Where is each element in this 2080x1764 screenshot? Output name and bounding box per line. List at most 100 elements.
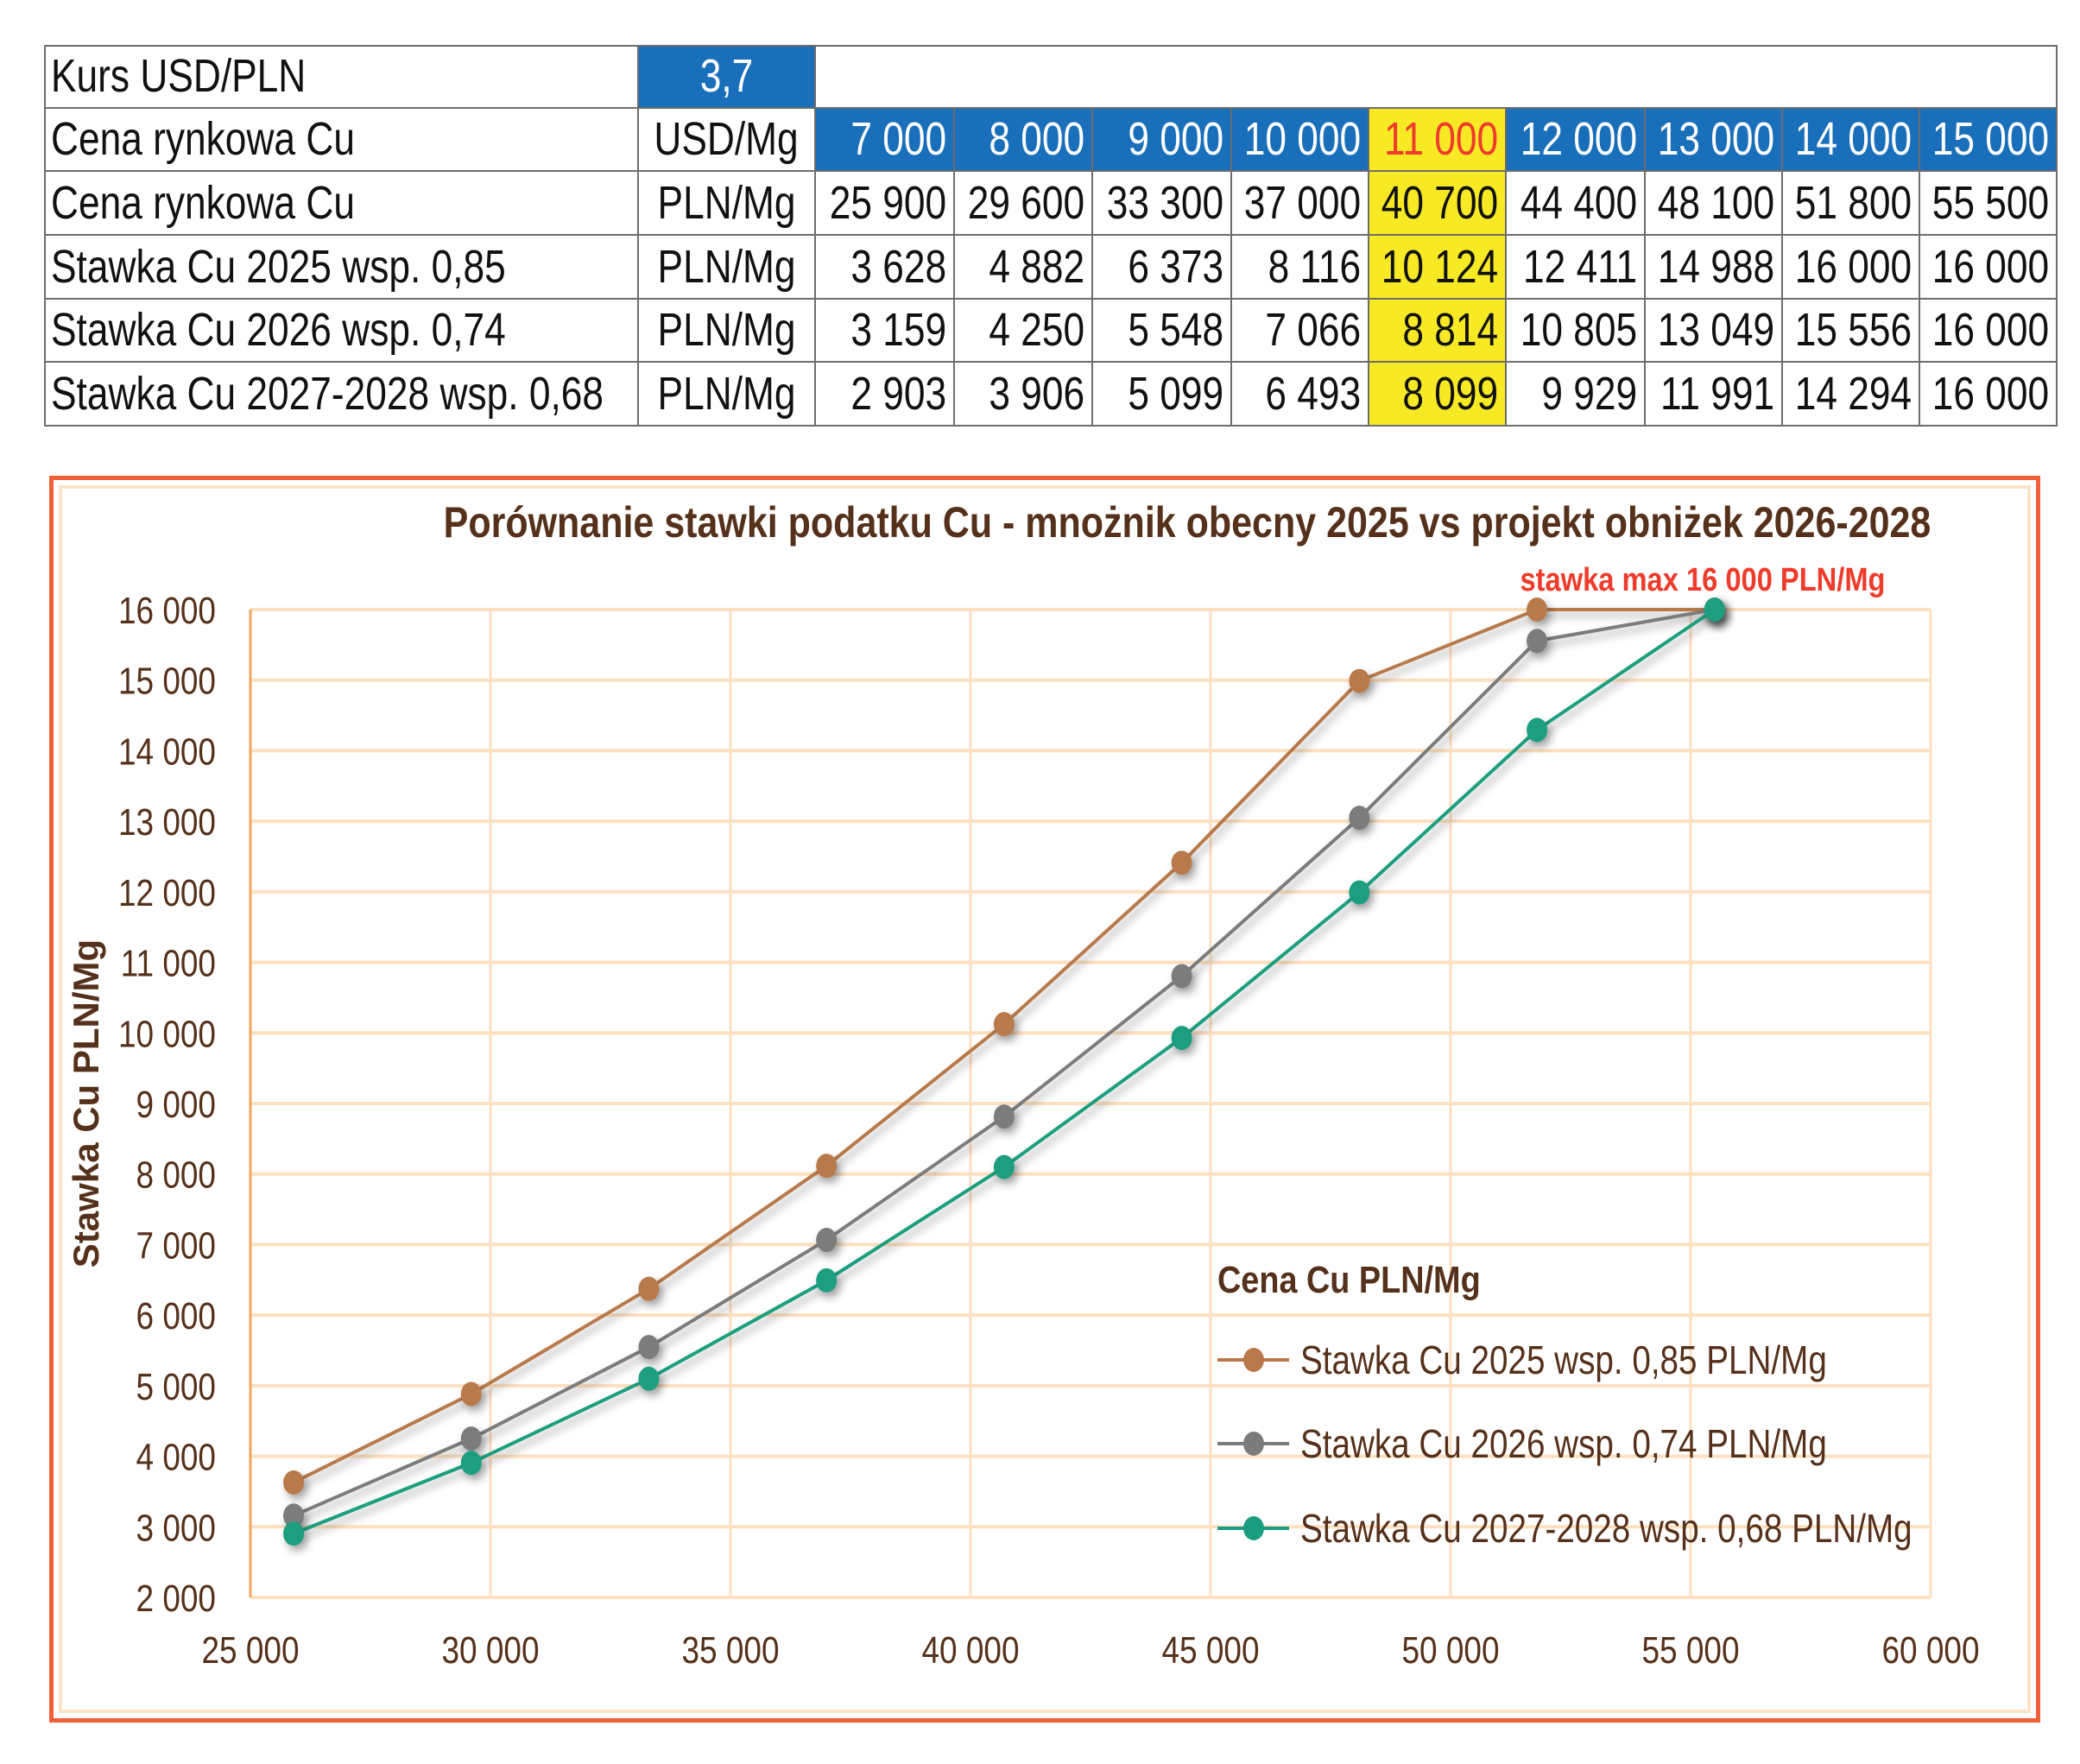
value-cell-text: 48 100 xyxy=(1657,177,1774,230)
value-cell-text: 10 124 xyxy=(1381,240,1498,293)
data-point xyxy=(460,1451,482,1476)
legend-marker xyxy=(1243,1432,1264,1456)
x-tick-label: 55 000 xyxy=(1641,1628,1739,1672)
row-label: Cena rynkowa Cu xyxy=(44,108,639,173)
value-cell: 11 000 xyxy=(1369,108,1507,173)
value-cell-text: 33 300 xyxy=(1106,177,1223,230)
value-cell: 13 049 xyxy=(1646,299,1783,364)
value-cell-text: 13 049 xyxy=(1657,304,1774,357)
x-tick-label: 60 000 xyxy=(1881,1628,1979,1672)
unit-cell-text: USD/Mg xyxy=(654,113,800,166)
chart-title: Porównanie stawki podatku Cu - mnożnik o… xyxy=(444,498,1931,547)
value-cell-text: 15 000 xyxy=(1931,113,2049,166)
data-point xyxy=(283,1470,305,1495)
y-tick-label: 8 000 xyxy=(136,1154,216,1197)
value-cell: 8 000 xyxy=(955,108,1093,173)
max-rate-annotation: stawka max 16 000 PLN/Mg xyxy=(1520,561,1885,598)
value-cell: 13 000 xyxy=(1646,108,1783,173)
value-cell-text: 8 116 xyxy=(1268,240,1361,293)
value-cell-text: 4 250 xyxy=(989,304,1084,357)
series-2 xyxy=(283,597,1725,1528)
value-cell: 14 000 xyxy=(1783,108,1920,173)
row-label-text: Kurs USD/PLN xyxy=(51,49,307,102)
unit-cell: PLN/Mg xyxy=(639,172,816,236)
chart-inner-frame xyxy=(59,485,2031,1713)
value-cell: 16 000 xyxy=(1783,236,1920,300)
value-cell: 16 000 xyxy=(1920,299,2058,364)
value-cell: 8 814 xyxy=(1369,299,1507,364)
value-cell: 10 805 xyxy=(1507,299,1646,364)
series-line xyxy=(293,608,1716,1536)
exchange-rate-value: 3,7 xyxy=(639,45,816,109)
value-cell-text: 51 800 xyxy=(1794,177,1912,230)
value-cell-text: 8 000 xyxy=(989,113,1084,166)
value-cell: 48 100 xyxy=(1646,172,1783,236)
legend-marker xyxy=(1243,1516,1264,1540)
value-cell-text: 16 000 xyxy=(1931,304,2049,357)
data-point xyxy=(638,1276,660,1301)
legend-item: Stawka Cu 2025 wsp. 0,85 PLN/Mg xyxy=(1217,1338,1827,1382)
data-point xyxy=(460,1426,482,1451)
value-cell: 15 000 xyxy=(1920,108,2058,173)
value-cell: 2 903 xyxy=(816,363,955,427)
row-label: Stawka Cu 2025 wsp. 0,85 xyxy=(44,236,639,300)
y-tick-label: 5 000 xyxy=(136,1365,216,1408)
value-cell-text: 7 066 xyxy=(1265,304,1361,357)
axes: 2 000 3 000 4 000 5 000 6 000 7 000 8 000 9 000… xyxy=(118,589,1980,1672)
value-cell: 5 548 xyxy=(1093,299,1232,364)
value-cell-text: 5 548 xyxy=(1128,304,1223,357)
data-point xyxy=(638,1366,660,1391)
y-tick-label: 14 000 xyxy=(118,730,216,773)
value-cell: 40 700 xyxy=(1369,172,1507,236)
x-tick-label: 35 000 xyxy=(681,1628,779,1672)
legend-label: Stawka Cu 2027-2028 wsp. 0,68 PLN/Mg xyxy=(1300,1507,1912,1551)
value-cell: 3 906 xyxy=(955,363,1093,427)
x-tick-label: 45 000 xyxy=(1161,1628,1259,1672)
y-tick-label: 9 000 xyxy=(136,1083,216,1126)
value-cell: 33 300 xyxy=(1093,172,1232,236)
data-point xyxy=(460,1381,482,1407)
value-cell: 10 000 xyxy=(1232,108,1369,173)
value-cell: 11 991 xyxy=(1646,363,1783,427)
value-cell-text: 3 159 xyxy=(850,304,946,357)
value-cell-text: 40 700 xyxy=(1381,177,1498,230)
series-3 xyxy=(283,597,1725,1546)
legend-label: Stawka Cu 2025 wsp. 0,85 PLN/Mg xyxy=(1300,1338,1827,1382)
data-point xyxy=(1171,964,1192,989)
value-cell: 4 882 xyxy=(955,236,1093,300)
unit-cell-text: PLN/Mg xyxy=(657,240,796,293)
data-point xyxy=(1349,806,1370,831)
data-point xyxy=(1349,880,1370,905)
value-cell-text: 44 400 xyxy=(1520,177,1637,230)
value-cell-text: 14 000 xyxy=(1794,113,1912,166)
row-label-text: Cena rynkowa Cu xyxy=(51,177,355,230)
value-cell-text: 37 000 xyxy=(1243,177,1361,230)
value-cell: 9 000 xyxy=(1093,108,1232,173)
value-cell-text: 4 882 xyxy=(989,240,1084,293)
value-cell: 29 600 xyxy=(955,172,1093,236)
exchange-rate-value-text: 3,7 xyxy=(699,49,754,102)
value-cell: 37 000 xyxy=(1232,172,1369,236)
value-cell: 25 900 xyxy=(816,172,955,236)
value-cell-text: 12 000 xyxy=(1520,113,1637,166)
value-cell-text: 6 493 xyxy=(1265,368,1361,420)
legend-title: Cena Cu PLN/Mg xyxy=(1217,1258,1481,1300)
value-cell-text: 8 099 xyxy=(1402,368,1498,420)
row-label: Kurs USD/PLN xyxy=(44,45,639,109)
value-cell-text: 16 000 xyxy=(1794,240,1912,293)
data-point xyxy=(638,1335,660,1360)
data-point xyxy=(993,1012,1015,1037)
unit-cell: PLN/Mg xyxy=(639,299,816,364)
value-cell-text: 12 411 xyxy=(1522,240,1637,293)
value-cell: 8 099 xyxy=(1369,363,1507,427)
y-tick-label: 11 000 xyxy=(121,942,216,985)
value-cell-text: 13 000 xyxy=(1657,113,1774,166)
legend-item: Stawka Cu 2027-2028 wsp. 0,68 PLN/Mg xyxy=(1217,1507,1912,1551)
value-cell: 8 116 xyxy=(1232,236,1369,300)
value-cell: 16 000 xyxy=(1920,363,2058,427)
row-label-text: Stawka Cu 2026 wsp. 0,74 xyxy=(51,304,506,357)
y-tick-label: 10 000 xyxy=(118,1012,216,1055)
y-tick-label: 7 000 xyxy=(136,1223,216,1267)
value-cell: 10 124 xyxy=(1369,236,1507,300)
value-cell: 3 628 xyxy=(816,236,955,300)
